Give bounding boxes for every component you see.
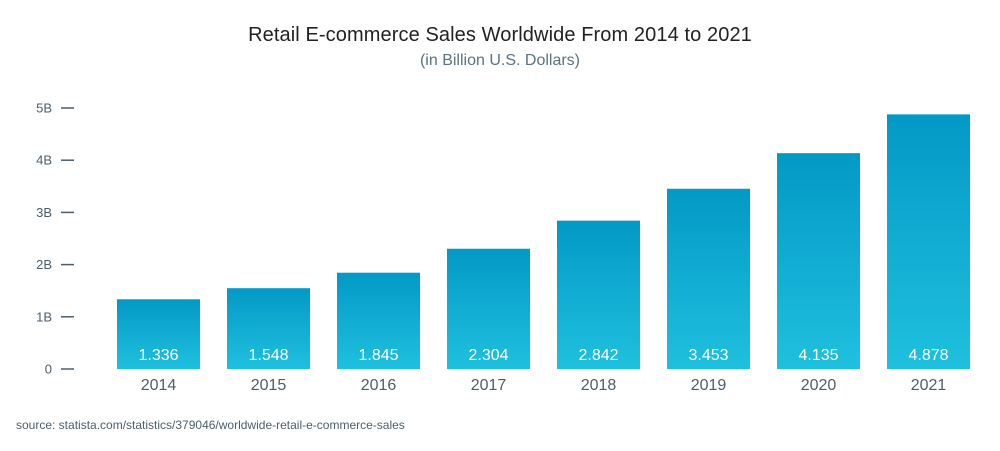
x-tick-label: 2021 [911,377,947,394]
bars: 1.336 1.548 1.845 2.304 2.842 3.453 4.135 4.878 [117,114,970,369]
bar-2021 [887,114,970,369]
y-tick-label: 1B [36,309,52,324]
x-tick-label: 2015 [251,377,287,394]
bar-2016 [337,272,420,369]
bar-2015 [227,288,310,369]
x-axis: 2014 2015 2016 2017 2018 2019 2020 2021 [141,377,947,394]
data-label: 1.845 [358,347,398,364]
data-label: 1.548 [248,347,288,364]
x-tick-label: 2016 [361,377,397,394]
source-note: source: statista.com/statistics/379046/w… [16,418,405,432]
data-label: 2.304 [468,347,508,364]
y-tick-label: 5B [36,101,52,116]
y-tick-label: 4B [36,153,52,168]
y-tick-label: 0 [45,362,52,377]
bar-2018 [557,220,640,369]
data-label: 3.453 [688,347,728,364]
y-tick-label: 2B [36,257,52,272]
bar-2014 [117,299,200,369]
chart-subtitle: (in Billion U.S. Dollars) [419,52,581,69]
bar-2020 [777,153,860,369]
x-tick-label: 2020 [801,377,837,394]
y-tick-label: 3B [36,205,52,220]
chart-title: Retail E-commerce Sales Worldwide From 2… [248,24,752,46]
x-tick-label: 2014 [141,377,177,394]
x-tick-label: 2017 [471,377,507,394]
data-label: 2.842 [578,347,618,364]
data-label: 1.336 [138,347,178,364]
data-label: 4.878 [908,347,948,364]
x-tick-label: 2018 [581,377,617,394]
data-label: 4.135 [798,347,838,364]
x-tick-label: 2019 [691,377,727,394]
y-axis: 0 1B 2B 3B 4B 5B [36,101,74,377]
bar-2017 [447,248,530,369]
bar-2019 [667,188,750,369]
